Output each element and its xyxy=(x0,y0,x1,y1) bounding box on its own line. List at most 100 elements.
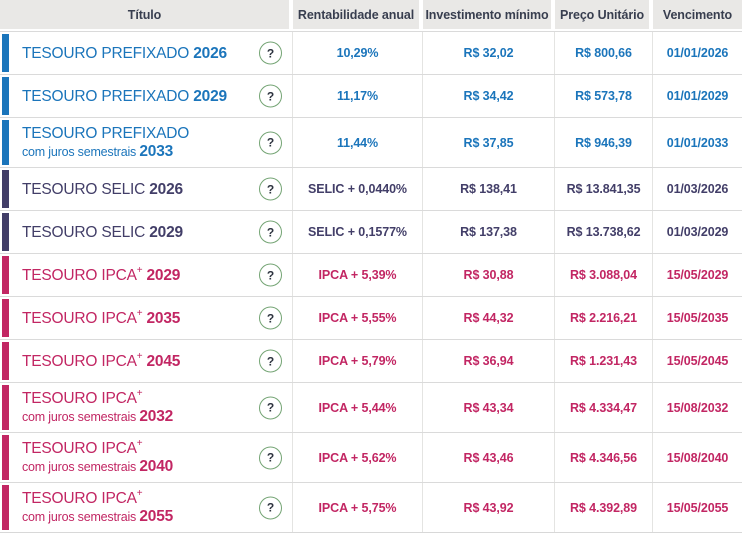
annual-rate: 11,44% xyxy=(293,118,423,167)
bond-title-cell[interactable]: TESOURO PREFIXADO 2029 ? xyxy=(0,75,293,117)
bond-title-cell[interactable]: TESOURO IPCA+ com juros semestrais 2032 … xyxy=(0,383,293,432)
table-header: Título Rentabilidade anual Investimento … xyxy=(0,0,742,29)
table-row: TESOURO IPCA+ 2045 ? IPCA + 5,79% R$ 36,… xyxy=(0,339,742,382)
unit-price: R$ 4.334,47 xyxy=(555,383,653,432)
annual-rate: 10,29% xyxy=(293,32,423,74)
minimum-investment: R$ 32,02 xyxy=(423,32,555,74)
maturity-date: 01/01/2033 xyxy=(666,135,729,150)
help-icon[interactable]: ? xyxy=(259,306,282,330)
unit-price: R$ 4.346,56 xyxy=(555,433,653,482)
bond-title-cell[interactable]: TESOURO IPCA+ 2045 ? xyxy=(0,340,293,382)
unit-price: R$ 573,78 xyxy=(555,75,653,117)
minimum-investment: R$ 30,88 xyxy=(423,254,555,296)
annual-rate: SELIC + 0,0440% xyxy=(293,168,423,210)
table-row: TESOURO PREFIXADO com juros semestrais 2… xyxy=(0,117,742,167)
maturity-date: 01/03/2026 xyxy=(666,182,729,196)
table-row: TESOURO IPCA+ com juros semestrais 2032 … xyxy=(0,382,742,432)
bond-color-bar xyxy=(2,385,9,430)
bond-title: TESOURO PREFIXADO 2026 xyxy=(22,44,227,62)
maturity-date: 15/05/2045 xyxy=(666,354,729,368)
table-body: TESOURO PREFIXADO 2026 ? 10,29% R$ 32,02… xyxy=(0,31,742,532)
bond-title: TESOURO PREFIXADO 2029 xyxy=(22,87,227,105)
column-header-investimento-minimo: Investimento mínimo xyxy=(423,0,555,29)
bond-title-cell[interactable]: TESOURO IPCA+ 2035 ? xyxy=(0,297,293,339)
bond-color-bar xyxy=(2,120,9,165)
bond-title: TESOURO IPCA+ 2029 xyxy=(22,264,181,284)
minimum-investment: R$ 34,42 xyxy=(423,75,555,117)
maturity-date: 15/05/2055 xyxy=(666,500,729,515)
bond-title-cell[interactable]: TESOURO IPCA+ com juros semestrais 2055 … xyxy=(0,483,293,532)
table-row: TESOURO IPCA+ com juros semestrais 2040 … xyxy=(0,432,742,482)
minimum-investment: R$ 137,38 xyxy=(423,211,555,253)
bond-title: TESOURO PREFIXADO com juros semestrais 2… xyxy=(22,125,190,161)
bond-title-cell[interactable]: TESOURO SELIC 2026 ? xyxy=(0,168,293,210)
maturity-date: 15/08/2032 xyxy=(666,400,729,415)
help-icon[interactable]: ? xyxy=(259,177,282,201)
unit-price: R$ 4.392,89 xyxy=(555,483,653,532)
bond-title: TESOURO IPCA+ 2045 xyxy=(22,350,181,370)
bond-color-bar xyxy=(2,342,9,380)
help-icon[interactable]: ? xyxy=(259,396,282,419)
unit-price: R$ 1.231,43 xyxy=(555,340,653,382)
bond-color-bar xyxy=(2,34,9,72)
help-icon[interactable]: ? xyxy=(259,41,282,65)
help-icon[interactable]: ? xyxy=(259,496,282,519)
bond-title: TESOURO IPCA+ com juros semestrais 2032 xyxy=(22,388,174,426)
bond-color-bar xyxy=(2,77,9,115)
maturity-date: 15/05/2029 xyxy=(666,268,729,282)
bond-title: TESOURO IPCA+ com juros semestrais 2040 xyxy=(22,438,174,476)
annual-rate: 11,17% xyxy=(293,75,423,117)
table-row: TESOURO IPCA+ com juros semestrais 2055 … xyxy=(0,482,742,532)
bond-color-bar xyxy=(2,299,9,337)
annual-rate: SELIC + 0,1577% xyxy=(293,211,423,253)
minimum-investment: R$ 44,32 xyxy=(423,297,555,339)
bond-color-bar xyxy=(2,170,9,208)
column-header-titulo: Título xyxy=(0,0,293,29)
annual-rate: IPCA + 5,55% xyxy=(293,297,423,339)
bond-title: TESOURO SELIC 2029 xyxy=(22,223,183,241)
maturity-date: 01/01/2026 xyxy=(666,46,729,60)
bond-color-bar xyxy=(2,435,9,480)
minimum-investment: R$ 43,92 xyxy=(423,483,555,532)
minimum-investment: R$ 37,85 xyxy=(423,118,555,167)
bond-title-cell[interactable]: TESOURO SELIC 2029 ? xyxy=(0,211,293,253)
help-icon[interactable]: ? xyxy=(259,446,282,469)
table-row: TESOURO PREFIXADO 2029 ? 11,17% R$ 34,42… xyxy=(0,74,742,117)
table-row: TESOURO IPCA+ 2035 ? IPCA + 5,55% R$ 44,… xyxy=(0,296,742,339)
unit-price: R$ 2.216,21 xyxy=(555,297,653,339)
bond-title-cell[interactable]: TESOURO IPCA+ 2029 ? xyxy=(0,254,293,296)
bond-title: TESOURO SELIC 2026 xyxy=(22,180,183,198)
annual-rate: IPCA + 5,75% xyxy=(293,483,423,532)
maturity-date: 15/05/2035 xyxy=(666,311,729,325)
column-header-preco-unitario: Preço Unitário xyxy=(555,0,653,29)
help-icon[interactable]: ? xyxy=(259,263,282,287)
column-header-rentabilidade: Rentabilidade anual xyxy=(293,0,423,29)
annual-rate: IPCA + 5,44% xyxy=(293,383,423,432)
table-row: TESOURO SELIC 2029 ? SELIC + 0,1577% R$ … xyxy=(0,210,742,253)
annual-rate: IPCA + 5,79% xyxy=(293,340,423,382)
maturity-date: 01/01/2029 xyxy=(666,89,729,103)
unit-price: R$ 13.738,62 xyxy=(555,211,653,253)
minimum-investment: R$ 138,41 xyxy=(423,168,555,210)
bond-title: TESOURO IPCA+ 2035 xyxy=(22,307,181,327)
table-row: TESOURO SELIC 2026 ? SELIC + 0,0440% R$ … xyxy=(0,167,742,210)
maturity-date: 01/03/2029 xyxy=(666,225,729,239)
maturity-date: 15/08/2040 xyxy=(666,450,729,465)
bond-title-cell[interactable]: TESOURO PREFIXADO com juros semestrais 2… xyxy=(0,118,293,167)
minimum-investment: R$ 43,46 xyxy=(423,433,555,482)
annual-rate: IPCA + 5,62% xyxy=(293,433,423,482)
bond-title-cell[interactable]: TESOURO IPCA+ com juros semestrais 2040 … xyxy=(0,433,293,482)
minimum-investment: R$ 43,34 xyxy=(423,383,555,432)
help-icon[interactable]: ? xyxy=(259,349,282,373)
bond-color-bar xyxy=(2,213,9,251)
bond-title-cell[interactable]: TESOURO PREFIXADO 2026 ? xyxy=(0,32,293,74)
unit-price: R$ 13.841,35 xyxy=(555,168,653,210)
column-header-vencimento: Vencimento xyxy=(653,0,742,29)
help-icon[interactable]: ? xyxy=(259,84,282,108)
minimum-investment: R$ 36,94 xyxy=(423,340,555,382)
bond-title: TESOURO IPCA+ com juros semestrais 2055 xyxy=(22,488,174,526)
bond-color-bar xyxy=(2,485,9,530)
help-icon[interactable]: ? xyxy=(259,131,282,154)
help-icon[interactable]: ? xyxy=(259,220,282,244)
